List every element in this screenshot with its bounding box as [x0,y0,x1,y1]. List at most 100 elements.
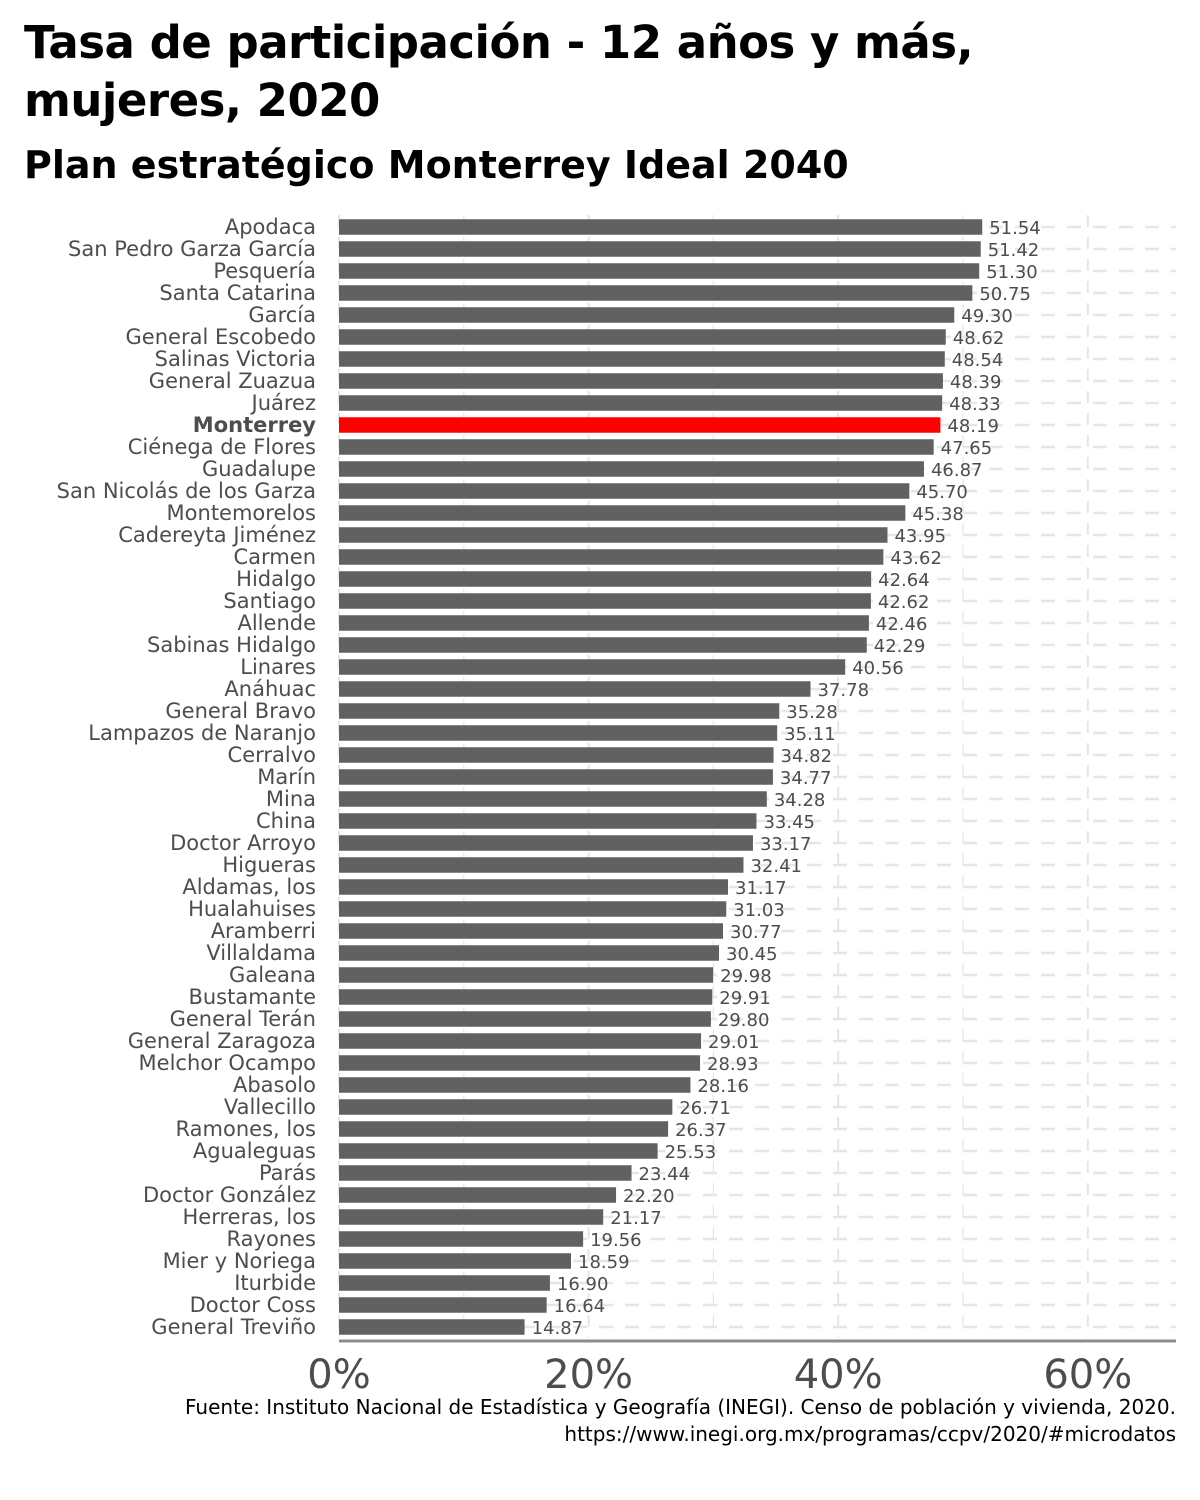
bar [339,659,846,675]
bar [339,461,924,477]
value-label: 29.98 [720,966,772,987]
bar [339,879,729,895]
value-label: 45.70 [916,482,968,503]
value-label: 48.62 [953,328,1005,349]
bar [339,1275,550,1291]
value-label: 40.56 [852,658,904,679]
bar [339,703,780,719]
value-label: 29.80 [718,1010,770,1031]
value-label: 28.93 [707,1054,759,1075]
value-label: 48.19 [947,416,999,437]
bar [339,483,910,499]
bar [339,923,724,939]
category-label: China [256,809,316,833]
bar [339,945,720,961]
value-label: 32.41 [750,856,802,877]
category-label: Parás [259,1161,316,1185]
category-label: Doctor González [143,1183,316,1207]
bar [339,989,713,1005]
category-label: San Nicolás de los Garza [57,479,316,503]
bar [339,505,906,521]
category-label: Mier y Noriega [163,1249,316,1273]
value-label: 42.62 [878,592,930,613]
value-label: 23.44 [639,1164,691,1185]
value-label: 35.28 [786,702,838,723]
category-label: Santa Catarina [159,281,316,305]
category-label: Anáhuac [224,677,316,701]
value-label: 50.75 [979,284,1031,305]
bar [339,219,983,235]
value-label: 30.77 [730,922,782,943]
x-tick-label: 0% [307,1352,370,1395]
bar [339,395,943,411]
value-label: 29.01 [708,1032,760,1053]
bar [339,725,778,741]
bar [339,329,946,345]
category-label: Doctor Arroyo [170,831,316,855]
bar [339,1011,711,1027]
value-label: 42.46 [876,614,928,635]
bar [339,549,884,565]
value-label: 34.82 [781,746,833,767]
chart-title: Tasa de participación - 12 años y más, m… [24,16,974,127]
value-label: 33.45 [763,812,815,833]
bar [339,835,753,851]
category-label: General Zaragoza [128,1029,316,1053]
value-label: 42.29 [874,636,926,657]
value-label: 16.64 [554,1296,606,1317]
value-label: 26.37 [675,1120,727,1141]
bar [339,637,867,653]
value-label: 29.91 [719,988,771,1009]
category-label: Abasolo [233,1073,316,1097]
category-label: General Bravo [165,699,316,723]
value-label: 21.17 [610,1208,662,1229]
category-label: Bustamante [188,985,316,1009]
category-label: Carmen [234,545,316,569]
bar [339,1209,604,1225]
category-label: Mina [266,787,316,811]
bar [339,1231,584,1247]
value-label: 28.16 [697,1076,749,1097]
value-label: 48.33 [949,394,1001,415]
bar [339,1033,702,1049]
value-label: 35.11 [784,724,836,745]
value-label: 18.59 [578,1252,630,1273]
bar [339,571,872,587]
category-label: Guadalupe [202,457,316,481]
bar [339,351,945,367]
value-label: 45.38 [912,504,964,525]
value-label: 51.54 [989,218,1041,239]
bar [339,747,774,763]
category-label: General Zuazua [149,369,316,393]
value-label: 19.56 [590,1230,642,1251]
category-label: Agualeguas [193,1139,316,1163]
bar [339,769,773,785]
category-label: Ciénega de Flores [128,435,316,459]
category-label: Vallecillo [224,1095,316,1119]
category-label: Cerralvo [228,743,316,767]
bar [339,241,981,257]
category-label: Rayones [227,1227,316,1251]
category-label: García [248,303,316,327]
category-label: Marín [257,765,316,789]
category-label: Galeana [229,963,316,987]
category-label: Aldamas, los [182,875,316,899]
value-label: 48.39 [950,372,1002,393]
category-label: Allende [237,611,316,635]
value-label: 48.54 [952,350,1004,371]
category-label: San Pedro Garza García [68,237,316,261]
bar [339,1297,547,1313]
category-label: Pesquería [213,259,316,283]
category-label: Linares [240,655,316,679]
value-label: 30.45 [726,944,778,965]
category-label: Ramones, los [176,1117,316,1141]
value-label: 16.90 [557,1274,609,1295]
category-label: General Terán [170,1007,316,1031]
chart-caption: Fuente: Instituto Nacional de Estadístic… [185,1395,1176,1446]
category-label: Juárez [250,391,317,415]
value-label: 22.20 [623,1186,675,1207]
category-label: Monterrey [193,413,317,437]
bar [339,417,941,433]
bar [339,593,871,609]
value-label: 34.28 [774,790,826,811]
